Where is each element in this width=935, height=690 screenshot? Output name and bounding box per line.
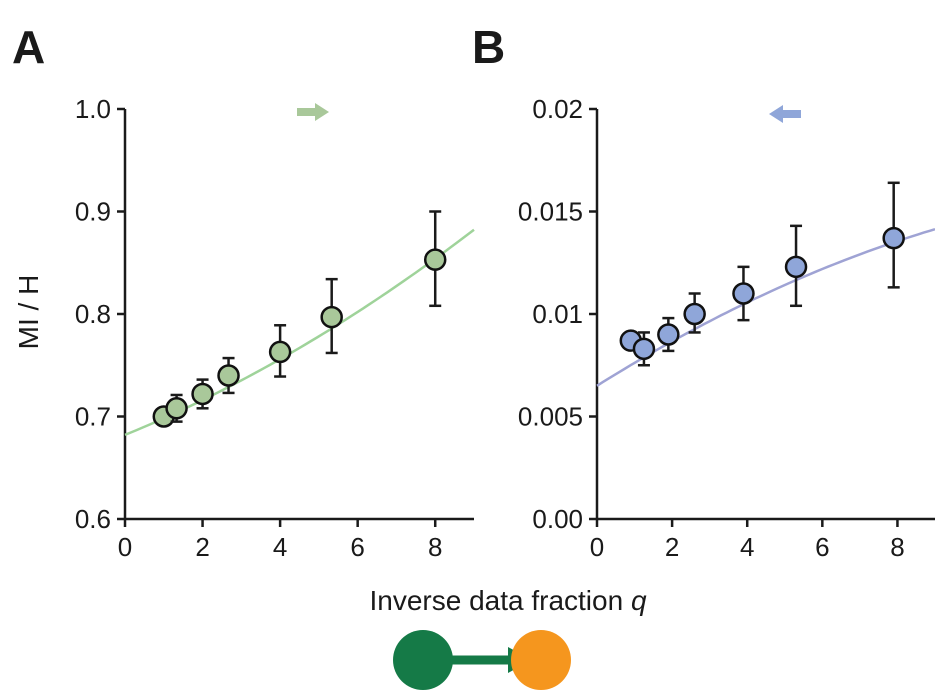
x-tick-label-a: 6 (350, 532, 364, 562)
y-tick-label-b: 0.00 (532, 504, 583, 534)
y-tick-label-a: 0.9 (75, 197, 111, 227)
x-tick-label-a: 2 (195, 532, 209, 562)
y-tick-label-a: 0.7 (75, 402, 111, 432)
panel-a-chart: 0.6 0.7 0.8 0.9 1.0 0 2 4 6 8 (75, 94, 475, 562)
data-point-b (784, 255, 808, 279)
data-point-a (268, 340, 292, 364)
data-point-b (732, 282, 755, 305)
schematic (393, 630, 571, 690)
y-tick-label-b: 0.01 (532, 299, 583, 329)
data-point-a (320, 305, 343, 329)
x-tick-label-b: 4 (740, 532, 754, 562)
x-tick-label-a: 0 (118, 532, 132, 562)
y-tick-label-a: 0.8 (75, 299, 111, 329)
data-point-a (423, 248, 447, 271)
data-point-a (191, 382, 214, 406)
x-tick-label-a: 8 (428, 532, 442, 562)
data-point-a (217, 364, 240, 387)
x-tick-label-b: 6 (815, 532, 829, 562)
x-tick-label-b: 2 (665, 532, 679, 562)
data-point-b (683, 302, 706, 326)
x-tick-label-b: 8 (890, 532, 904, 562)
x-tick-label-a: 4 (273, 532, 287, 562)
direction-arrow-a (297, 103, 329, 121)
panel-letter-b: B (472, 21, 505, 73)
y-tick-label-b: 0.02 (532, 94, 583, 124)
y-tick-label-b: 0.005 (518, 402, 583, 432)
fit-curve-b (596, 228, 935, 387)
y-tick-label-a: 1.0 (75, 94, 111, 124)
x-tick-label-b: 0 (590, 532, 604, 562)
panel-b-chart: 0.00 0.005 0.01 0.015 0.02 0 2 4 6 8 (518, 94, 935, 562)
direction-arrow-b (769, 105, 801, 123)
schematic-target-node (511, 630, 571, 690)
data-point-b (657, 323, 680, 346)
y-axis-title: MI / H (13, 275, 44, 350)
data-point-b (882, 226, 905, 250)
x-axis-title-main: Inverse data fraction (369, 585, 630, 616)
y-tick-label-a: 0.6 (75, 504, 111, 534)
data-point-a (165, 397, 188, 420)
panel-letter-a: A (12, 21, 45, 73)
schematic-source-node (393, 630, 453, 690)
data-point-b (632, 337, 656, 361)
x-axis-title-variable: q (631, 585, 647, 616)
x-axis-title: Inverse data fraction q (369, 585, 646, 616)
y-tick-label-b: 0.015 (518, 197, 583, 227)
